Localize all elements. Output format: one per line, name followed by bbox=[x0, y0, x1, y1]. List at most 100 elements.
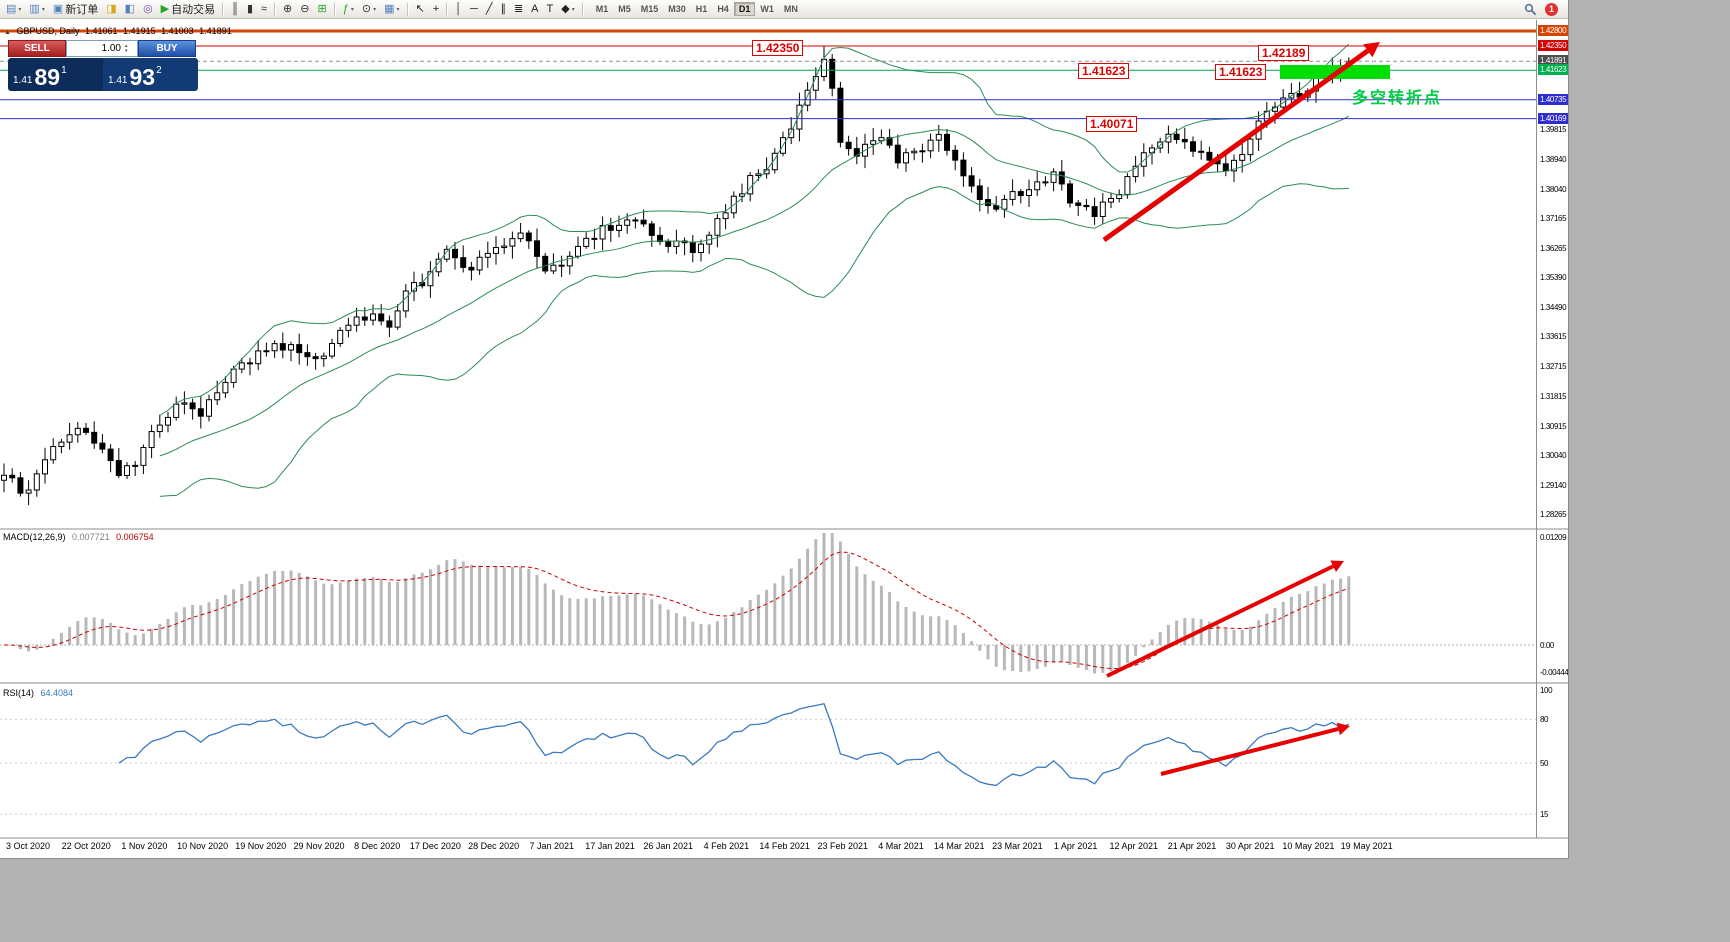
volume-box: ▴▾ bbox=[66, 40, 138, 57]
new-order-icon: ▣ bbox=[52, 2, 64, 15]
buy-button[interactable]: BUY bbox=[138, 40, 196, 57]
trend-arrow-head[interactable] bbox=[1330, 560, 1344, 572]
line-chart-button[interactable]: ≈ bbox=[257, 1, 271, 18]
crosshair-button[interactable]: + bbox=[429, 1, 443, 18]
candle-body bbox=[50, 446, 57, 461]
candle-body bbox=[558, 264, 565, 267]
timeframe-h4[interactable]: H4 bbox=[712, 2, 734, 16]
chart-title: ▲ GBPUSD, Daily 1.41061 1.41915 1.41003 … bbox=[4, 26, 235, 36]
price-axis-label: 1.36265 bbox=[1540, 243, 1567, 253]
zoom-in-button[interactable]: ⊕ bbox=[279, 1, 296, 18]
shapes-button[interactable]: ◆ ▾ bbox=[557, 1, 578, 18]
buy-price-display[interactable]: 1.41 93 2 bbox=[103, 58, 198, 91]
timeframe-mn[interactable]: MN bbox=[779, 2, 803, 16]
timeframe-h1[interactable]: H1 bbox=[691, 2, 713, 16]
time-axis-label: 1 Apr 2021 bbox=[1053, 841, 1098, 851]
bollinger-lower-band bbox=[159, 183, 1349, 497]
volume-stepper[interactable]: ▴ ▾ bbox=[125, 42, 128, 54]
price-axis[interactable]: 1.39815 1.38940 1.38040 1.37165 1.36265 1.353… bbox=[1538, 0, 1568, 858]
zoom-out-button[interactable]: ⊖ bbox=[296, 1, 313, 18]
candle-body bbox=[427, 271, 434, 287]
trendline-button[interactable]: ╱ bbox=[482, 1, 497, 18]
new-order-button[interactable]: ▣ 新订单 bbox=[49, 1, 102, 18]
text-button[interactable]: A bbox=[527, 1, 542, 18]
community-icon: ◎ bbox=[143, 2, 153, 15]
trend-arrow[interactable] bbox=[1160, 727, 1339, 776]
caret-up-icon[interactable]: ▴ bbox=[125, 42, 128, 49]
candle-body bbox=[320, 355, 327, 360]
timeframe-m5[interactable]: M5 bbox=[613, 2, 636, 16]
sell-price-display[interactable]: 1.41 89 1 bbox=[8, 58, 103, 91]
candle-body bbox=[1222, 163, 1229, 172]
timeframe-m1[interactable]: M1 bbox=[591, 2, 614, 16]
chart-profiles-button[interactable]: ▥ ▾ bbox=[25, 1, 48, 18]
main-toolbar: ▤ ▾ ▥ ▾ ▣ 新订单 ◨ ◧ ◎ ▶ 自动交易 ║ ▮ ≈ ⊕ ⊖ ⊞ ƒ ▾ ⊙ ▾ ▦ ▾ ↖ + │ ─ ╱ ∥ ≣ A T ◆ ▾ M… bbox=[0, 0, 1568, 19]
trend-arrow[interactable] bbox=[1102, 48, 1370, 243]
templates-button[interactable]: ▦ ▾ bbox=[380, 1, 403, 18]
global-view-button[interactable]: ◧ bbox=[121, 1, 139, 18]
candle-body bbox=[353, 316, 360, 326]
community-button[interactable]: ◎ bbox=[139, 1, 157, 18]
channel-button[interactable]: ∥ bbox=[496, 1, 510, 18]
candle-body bbox=[33, 473, 40, 491]
price-axis-label: 1.29140 bbox=[1540, 480, 1567, 490]
time-axis-label: 4 Feb 2021 bbox=[703, 841, 750, 851]
candle-body bbox=[337, 329, 344, 344]
tile-windows-button[interactable]: ⊞ bbox=[313, 1, 330, 18]
timeframe-m30[interactable]: M30 bbox=[663, 2, 691, 16]
candle-body bbox=[771, 152, 778, 171]
candle-body bbox=[812, 76, 819, 91]
volume-input[interactable] bbox=[67, 42, 123, 55]
bar-chart-button[interactable]: ║ bbox=[227, 1, 243, 18]
zoom-out-icon: ⊖ bbox=[300, 2, 310, 15]
candle-body bbox=[222, 381, 229, 394]
candle-body bbox=[378, 313, 385, 322]
caret-down-icon[interactable]: ▾ bbox=[125, 47, 128, 54]
price-chart-canvas[interactable] bbox=[0, 0, 1568, 858]
cursor-button[interactable]: ↖ bbox=[412, 1, 429, 18]
indicators-button[interactable]: ƒ ▾ bbox=[339, 1, 358, 18]
candle-body bbox=[452, 248, 458, 259]
time-axis-label: 30 Apr 2021 bbox=[1225, 841, 1275, 851]
candle-body bbox=[648, 223, 655, 236]
new-chart-button[interactable]: ▤ ▾ bbox=[2, 1, 25, 18]
time-axis[interactable]: 3 Oct 2020 22 Oct 2020 1 Nov 2020 10 Nov 20… bbox=[0, 841, 1538, 855]
vertical-line-button[interactable]: │ bbox=[451, 1, 466, 18]
text-label-button[interactable]: T bbox=[543, 1, 558, 18]
candle-body bbox=[1034, 181, 1041, 191]
timeframe-w1[interactable]: W1 bbox=[755, 2, 779, 16]
history-center-button[interactable]: ◨ bbox=[102, 1, 120, 18]
candle-body bbox=[25, 489, 32, 494]
timeframe-d1[interactable]: D1 bbox=[733, 2, 756, 16]
chart-symbol-period: GBPUSD, Daily bbox=[16, 26, 80, 36]
time-axis-label: 17 Jan 2021 bbox=[585, 841, 635, 851]
macd-axis-label: -0.004446 bbox=[1540, 668, 1569, 677]
candle-body bbox=[247, 362, 253, 365]
caret-down-icon: ▾ bbox=[41, 6, 45, 13]
macd-main-value: 0.007721 bbox=[72, 532, 110, 542]
notification-badge[interactable]: 1 bbox=[1545, 2, 1558, 16]
collapse-arrow-icon[interactable]: ▲ bbox=[4, 29, 11, 36]
candle-body bbox=[484, 252, 491, 258]
candle-body bbox=[1075, 202, 1082, 206]
trend-arrow-head[interactable] bbox=[1363, 42, 1380, 58]
candle-body bbox=[214, 392, 221, 401]
timeframe-m15[interactable]: M15 bbox=[636, 2, 664, 16]
trend-arrow-head[interactable] bbox=[1336, 722, 1350, 736]
candlestick-chart-button[interactable]: ▮ bbox=[243, 1, 257, 18]
auto-trading-button[interactable]: ▶ 自动交易 bbox=[157, 1, 219, 18]
time-axis-label: 14 Mar 2021 bbox=[933, 841, 985, 851]
toolbar-right: 1 bbox=[1520, 1, 1558, 18]
trend-arrow[interactable] bbox=[1106, 564, 1335, 678]
candle-body bbox=[870, 140, 877, 145]
sell-button[interactable]: SELL bbox=[8, 40, 66, 57]
candle-body bbox=[1206, 151, 1213, 161]
fibonacci-button[interactable]: ≣ bbox=[510, 1, 527, 18]
text-icon: A bbox=[531, 2, 539, 15]
candle-body bbox=[845, 141, 852, 150]
periods-button[interactable]: ⊙ ▾ bbox=[358, 1, 380, 18]
channel-icon: ∥ bbox=[500, 2, 506, 15]
search-button[interactable] bbox=[1520, 1, 1541, 18]
candle-body bbox=[919, 150, 926, 153]
horizontal-line-button[interactable]: ─ bbox=[466, 1, 482, 18]
